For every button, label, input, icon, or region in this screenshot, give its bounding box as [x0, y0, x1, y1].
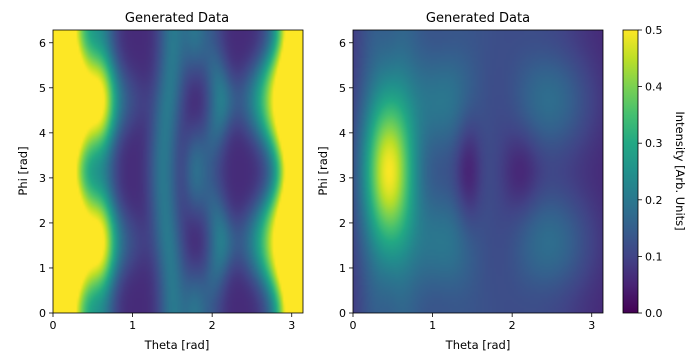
- colorbar-ticks: 0.0 0.1 0.2 0.3 0.4 0.5: [638, 24, 663, 320]
- x-tick-label: 1: [429, 319, 436, 332]
- y-axis-label: Phi [rad]: [16, 146, 30, 195]
- colorbar: 0.0 0.1 0.2 0.3 0.4 0.5 Intensity [Arb. Units…: [622, 24, 686, 320]
- colorbar-tick-label: 0.0: [645, 307, 663, 320]
- x-ticks: 0 1 2 3: [350, 313, 595, 332]
- colorbar-tick-label: 0.4: [645, 81, 663, 94]
- colorbar-tick-label: 0.3: [645, 137, 663, 150]
- y-ticks: 0 1 2 3 4 5 6: [339, 37, 353, 320]
- y-tick-label: 3: [339, 172, 346, 185]
- y-tick-label: 4: [339, 127, 346, 140]
- chart-title: Generated Data: [426, 11, 530, 26]
- y-tick-label: 4: [39, 127, 46, 140]
- colorbar-label: Intensity [Arb. Units]: [673, 111, 686, 230]
- x-axis-label: Theta [rad]: [144, 338, 210, 352]
- x-tick-label: 1: [129, 319, 136, 332]
- heatmap-image: [53, 30, 303, 313]
- x-tick-label: 3: [588, 319, 595, 332]
- x-tick-label: 0: [350, 319, 357, 332]
- y-tick-label: 6: [339, 37, 346, 50]
- colorbar-tick-label: 0.5: [645, 24, 663, 37]
- chart-title: Generated Data: [125, 11, 229, 26]
- y-axis-label: Phi [rad]: [316, 146, 330, 195]
- y-tick-label: 0: [339, 307, 346, 320]
- y-tick-label: 0: [39, 307, 46, 320]
- x-tick-label: 2: [509, 319, 516, 332]
- x-tick-label: 2: [209, 319, 216, 332]
- colorbar-tick-label: 0.2: [645, 194, 663, 207]
- y-tick-label: 1: [39, 262, 46, 275]
- y-tick-label: 3: [39, 172, 46, 185]
- y-ticks: 0 1 2 3 4 5 6: [39, 37, 53, 320]
- colorbar-tick-label: 0.1: [645, 250, 663, 263]
- x-axis-label: Theta [rad]: [445, 338, 511, 352]
- x-ticks: 0 1 2 3: [50, 313, 295, 332]
- y-tick-label: 5: [339, 82, 346, 95]
- y-tick-label: 2: [39, 217, 46, 230]
- y-tick-label: 1: [339, 262, 346, 275]
- plot-frame: [352, 29, 604, 314]
- heatmap-image: [353, 30, 603, 313]
- plot-frame: [52, 29, 304, 314]
- y-tick-label: 6: [39, 37, 46, 50]
- colorbar-gradient: [622, 29, 639, 314]
- x-tick-label: 0: [50, 319, 57, 332]
- x-tick-label: 3: [288, 319, 295, 332]
- y-tick-label: 5: [39, 82, 46, 95]
- y-tick-label: 2: [339, 217, 346, 230]
